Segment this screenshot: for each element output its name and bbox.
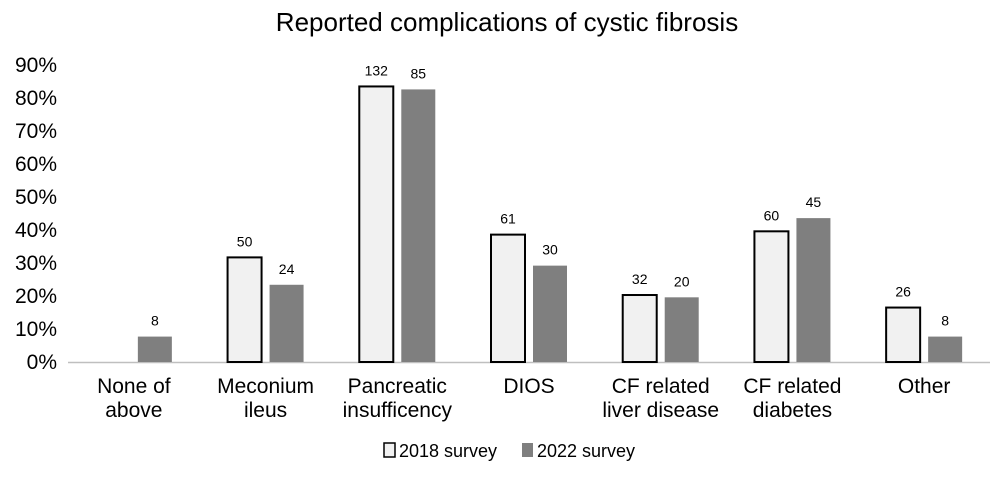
bar-2018 xyxy=(358,85,395,363)
bar-2022 xyxy=(664,297,699,362)
data-label: 60 xyxy=(764,207,780,223)
y-tick-label: 20% xyxy=(15,285,57,308)
bar-2022 xyxy=(137,336,172,362)
category-label: CF related xyxy=(612,375,710,398)
y-tick-label: 60% xyxy=(15,153,57,176)
data-label: 32 xyxy=(632,271,648,287)
bar-2022 xyxy=(533,265,567,362)
y-tick-label: 50% xyxy=(15,186,57,209)
data-label: 30 xyxy=(542,242,558,258)
y-tick-label: 0% xyxy=(27,351,57,374)
category-label: ileus xyxy=(244,399,287,422)
legend-label: 2022 survey xyxy=(537,441,635,461)
bar-2018 xyxy=(621,294,658,364)
bar-2018 xyxy=(753,230,790,363)
category-label: Pancreatic xyxy=(348,375,447,398)
bars: 50 132 61 32 60 26 8 24 85 30 20 45 8 xyxy=(137,62,963,364)
data-label: 45 xyxy=(806,194,822,210)
y-tick-label: 70% xyxy=(15,120,57,143)
data-label: 8 xyxy=(151,313,159,329)
chart-title: Reported complications of cystic fibrosi… xyxy=(276,7,738,37)
category-label: liver disease xyxy=(602,399,719,422)
y-tick-label: 30% xyxy=(15,252,57,275)
y-axis-ticks: 0% 10% 20% 30% 40% 50% 60% 70% 80% 90% xyxy=(15,54,57,374)
category-label: Other xyxy=(898,375,951,398)
category-label: above xyxy=(105,399,162,422)
data-label: 26 xyxy=(895,284,911,300)
y-tick-label: 10% xyxy=(15,318,57,341)
data-label: 61 xyxy=(500,211,516,227)
data-label: 24 xyxy=(279,261,295,277)
data-label: 20 xyxy=(674,273,690,289)
legend-swatch xyxy=(383,442,396,458)
category-label: insufficency xyxy=(343,399,453,422)
category-label: CF related xyxy=(743,375,841,398)
bar-2022 xyxy=(928,336,963,362)
y-tick-label: 80% xyxy=(15,87,57,110)
legend: 2018 survey 2022 survey xyxy=(383,441,635,461)
bar-2018 xyxy=(885,306,922,363)
data-label: 85 xyxy=(410,65,426,81)
legend-swatch xyxy=(522,443,533,457)
bar-2018 xyxy=(226,256,263,364)
data-label: 8 xyxy=(941,313,949,329)
category-label: diabetes xyxy=(753,399,832,422)
bar-2022 xyxy=(401,89,436,363)
bar-2022 xyxy=(269,284,304,362)
data-label: 132 xyxy=(365,62,389,78)
category-label: DIOS xyxy=(503,375,554,398)
legend-label: 2018 survey xyxy=(399,441,497,461)
y-tick-label: 40% xyxy=(15,219,57,242)
bar-2022 xyxy=(796,218,831,362)
bar-2018 xyxy=(490,233,526,363)
category-label: Meconium xyxy=(217,375,314,398)
category-label: None of xyxy=(97,375,171,398)
data-label: 50 xyxy=(237,233,253,249)
y-tick-label: 90% xyxy=(15,54,57,77)
